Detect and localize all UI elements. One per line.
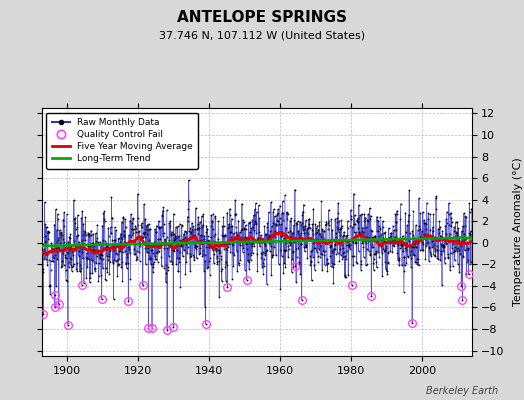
Text: 37.746 N, 107.112 W (United States): 37.746 N, 107.112 W (United States) — [159, 30, 365, 40]
Text: ANTELOPE SPRINGS: ANTELOPE SPRINGS — [177, 10, 347, 25]
Text: Berkeley Earth: Berkeley Earth — [425, 386, 498, 396]
Y-axis label: Temperature Anomaly (°C): Temperature Anomaly (°C) — [513, 158, 523, 306]
Legend: Raw Monthly Data, Quality Control Fail, Five Year Moving Average, Long-Term Tren: Raw Monthly Data, Quality Control Fail, … — [47, 112, 198, 169]
